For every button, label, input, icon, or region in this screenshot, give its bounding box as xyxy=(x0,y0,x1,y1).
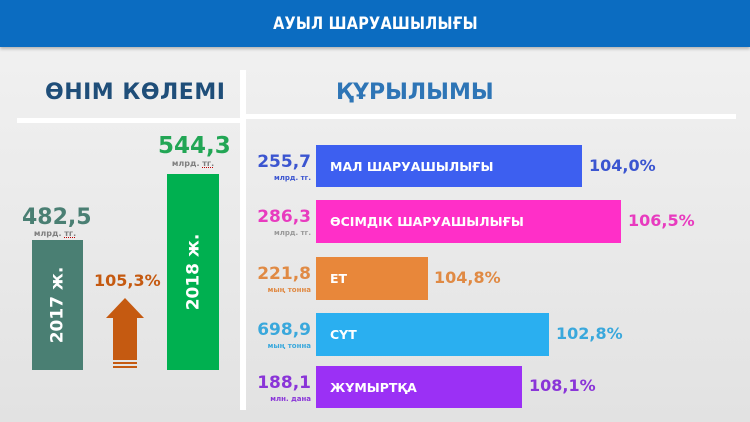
up-arrow-icon xyxy=(106,298,144,368)
unit-b: тг. xyxy=(64,229,77,238)
header-bar: АУЫЛ ШАРУАШЫЛЫҒЫ xyxy=(0,0,750,47)
row-unit: млрд. тг. xyxy=(274,229,311,237)
hbar-milk: СҮТ xyxy=(316,313,549,356)
hbar-crops: ӨСІМДІК ШАРУАШЫЛЫҒЫ xyxy=(316,200,621,243)
bar-2017-label: 2017 ж. xyxy=(47,266,68,344)
hbar-label: ЖҰМЫРТҚА xyxy=(330,379,417,395)
left-title-underline xyxy=(17,118,242,123)
row-percent: 108,1% xyxy=(529,376,596,395)
unit-a: млрд. xyxy=(171,159,200,168)
unit-b: тг. xyxy=(202,159,215,168)
row-value: 286,3 xyxy=(257,207,311,227)
row-unit: мың тонна xyxy=(267,342,311,350)
page-title: АУЫЛ ШАРУАШЫЛЫҒЫ xyxy=(272,13,478,34)
bar-2017-value: 482,5 xyxy=(22,205,92,230)
panel-divider xyxy=(240,70,246,410)
unit-a: млрд. xyxy=(33,229,62,238)
row-value: 221,8 xyxy=(257,264,311,284)
row-value: 698,9 xyxy=(257,320,311,340)
hbar-label: СҮТ xyxy=(330,327,357,342)
left-panel-title: ӨНІМ КӨЛЕМІ xyxy=(45,80,226,105)
hbar-label: МАЛ ШАРУАШЫЛЫҒЫ xyxy=(330,158,494,174)
row-value: 188,1 xyxy=(257,373,311,393)
bar-2018: 2018 ж. xyxy=(167,174,219,370)
right-panel-title: ҚҰРЫЛЫМЫ xyxy=(336,80,494,105)
growth-percent: 105,3% xyxy=(94,271,161,290)
hbar-meat: ЕТ xyxy=(316,257,428,300)
bar-2017-unit: млрд. тг. xyxy=(22,229,88,238)
row-unit: мың тонна xyxy=(267,286,311,294)
row-unit: млрд. тг. xyxy=(274,174,311,182)
hbar-livestock: МАЛ ШАРУАШЫЛЫҒЫ xyxy=(316,145,582,187)
row-value: 255,7 xyxy=(257,152,311,172)
row-percent: 106,5% xyxy=(628,211,695,230)
bar-2018-label: 2018 ж. xyxy=(183,233,204,311)
hbar-eggs: ЖҰМЫРТҚА xyxy=(316,366,522,408)
bar-2018-value: 544,3 xyxy=(158,133,231,159)
row-percent: 104,0% xyxy=(589,156,656,175)
row-percent: 102,8% xyxy=(556,324,623,343)
bar-2018-unit: млрд. тг. xyxy=(158,159,228,168)
bar-2017: 2017 ж. xyxy=(32,240,83,370)
row-unit: млн. дана xyxy=(270,395,311,403)
hbar-label: ЕТ xyxy=(330,271,348,286)
hbar-label: ӨСІМДІК ШАРУАШЫЛЫҒЫ xyxy=(330,214,524,229)
right-title-underline xyxy=(240,114,736,119)
row-percent: 104,8% xyxy=(434,268,501,287)
